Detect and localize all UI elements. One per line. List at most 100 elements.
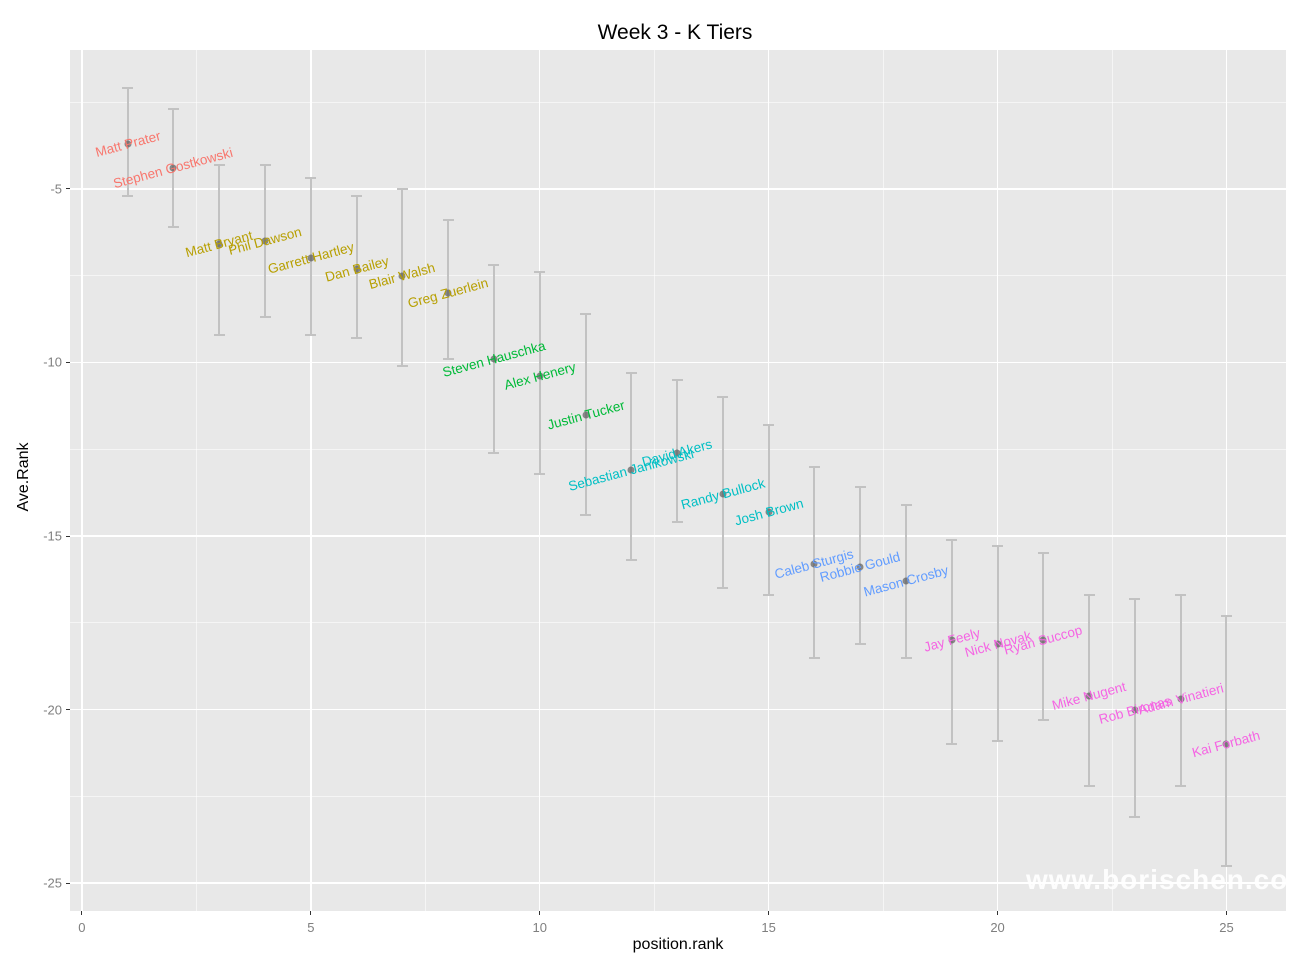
- data-point: [490, 355, 498, 363]
- error-bar-cap-bottom: [763, 594, 775, 597]
- error-bar-cap-top: [946, 538, 958, 541]
- data-point: [582, 411, 590, 419]
- data-point: [673, 449, 681, 457]
- y-tick-label: -25: [43, 875, 62, 891]
- data-point: [1222, 740, 1230, 748]
- y-major-gridline: [70, 361, 1286, 364]
- y-major-gridline: [70, 188, 1286, 190]
- x-major-gridline: [310, 50, 312, 911]
- data-point: [627, 466, 635, 474]
- data-point: [398, 272, 406, 280]
- x-tick-label: 25: [1219, 920, 1234, 935]
- error-bar-cap-bottom: [900, 656, 912, 659]
- y-tick-mark: [66, 535, 70, 537]
- data-point: [1039, 636, 1047, 644]
- x-tick-mark: [310, 911, 312, 915]
- data-point: [536, 372, 544, 380]
- error-bar-cap-bottom: [213, 333, 225, 336]
- data-point: [1131, 706, 1139, 714]
- y-tick-mark: [66, 361, 70, 363]
- x-minor-gridline: [653, 50, 655, 911]
- x-tick-label: 10: [532, 920, 547, 935]
- x-major-gridline: [81, 50, 83, 911]
- data-point: [215, 240, 223, 248]
- error-bar-cap-top: [396, 187, 408, 190]
- error-bar-cap-top: [900, 503, 912, 506]
- error-bar-cap-bottom: [1175, 785, 1187, 788]
- error-bar-cap-top: [717, 396, 729, 399]
- data-point: [719, 490, 727, 498]
- error-bar-cap-bottom: [396, 364, 408, 367]
- data-point: [948, 636, 956, 644]
- y-tick-mark: [66, 188, 70, 190]
- plot-panel: www.borischen.co Matt Prater Stephen Gost…: [70, 50, 1289, 911]
- x-minor-gridline: [882, 50, 884, 911]
- x-minor-gridline: [1111, 50, 1113, 911]
- y-minor-gridline: [70, 101, 1286, 103]
- x-tick-mark: [81, 911, 83, 915]
- y-tick-mark: [66, 882, 70, 884]
- y-major-gridline: [70, 535, 1286, 537]
- error-bar-cap-bottom: [259, 316, 271, 319]
- error-bar-cap-top: [213, 163, 225, 166]
- error-bar-cap-top: [167, 108, 179, 111]
- error-bar-cap-bottom: [717, 587, 729, 590]
- error-bar-cap-top: [442, 219, 454, 222]
- data-point: [169, 164, 177, 172]
- error-bar-cap-top: [854, 486, 866, 489]
- watermark: www.borischen.co: [1026, 864, 1289, 895]
- y-tick-mark: [66, 709, 70, 711]
- error-bar-cap-top: [763, 423, 775, 426]
- x-major-gridline: [538, 50, 541, 911]
- y-tick-label: -10: [43, 354, 62, 370]
- chart-title: Week 3 - K Tiers: [597, 21, 753, 44]
- data-point: [124, 140, 132, 148]
- x-tick-label: 5: [307, 920, 315, 935]
- error-bar-cap-bottom: [854, 642, 866, 645]
- x-tick-mark: [768, 911, 770, 915]
- x-tick-mark: [997, 911, 999, 915]
- error-bar-cap-top: [580, 312, 592, 315]
- error-bar-cap-bottom: [946, 743, 958, 746]
- data-point: [444, 289, 452, 297]
- y-major-gridline: [70, 882, 1286, 884]
- error-bar-cap-bottom: [808, 656, 820, 659]
- error-bar-cap-top: [351, 194, 363, 197]
- x-tick-mark: [539, 911, 541, 915]
- error-bar-cap-bottom: [992, 739, 1004, 742]
- x-tick-label: 0: [78, 920, 86, 935]
- error-bar-cap-top: [808, 465, 820, 468]
- data-point: [1177, 695, 1185, 703]
- x-tick-mark: [1225, 911, 1227, 915]
- error-bar-cap-top: [1083, 594, 1095, 597]
- data-point: [353, 265, 361, 273]
- error-bar-cap-top: [1220, 614, 1232, 617]
- error-bar-stem: [1088, 595, 1091, 786]
- x-tick-label: 20: [990, 920, 1005, 935]
- x-major-gridline: [1225, 50, 1228, 911]
- error-bar-cap-bottom: [534, 472, 546, 475]
- error-bar-cap-top: [671, 378, 683, 381]
- error-bar-cap-top: [1175, 594, 1187, 597]
- data-point: [810, 560, 818, 568]
- error-bar-cap-top: [1129, 597, 1141, 600]
- y-minor-gridline: [70, 275, 1286, 277]
- error-bar-cap-top: [488, 264, 500, 267]
- error-bar-stem: [1179, 595, 1182, 786]
- x-tick-label: 15: [761, 920, 776, 935]
- x-major-gridline: [996, 50, 999, 911]
- error-bar-cap-top: [1037, 552, 1049, 555]
- y-tick-label: -20: [43, 702, 62, 718]
- error-bar-cap-top: [534, 271, 546, 274]
- error-bar-cap-top: [992, 545, 1004, 548]
- error-bar-cap-bottom: [488, 451, 500, 454]
- y-major-gridline: [70, 708, 1286, 711]
- error-bar-cap-bottom: [1129, 816, 1141, 819]
- error-bar-cap-top: [122, 87, 134, 90]
- y-minor-gridline: [70, 622, 1286, 624]
- error-bar-cap-bottom: [351, 337, 363, 340]
- error-bar-stem: [218, 164, 221, 335]
- error-bar-cap-bottom: [305, 333, 317, 336]
- data-point: [307, 254, 315, 262]
- error-bar-cap-top: [305, 177, 317, 180]
